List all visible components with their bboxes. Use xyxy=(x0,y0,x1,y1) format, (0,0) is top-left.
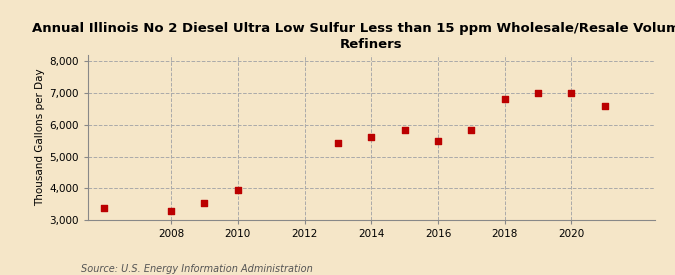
Point xyxy=(232,187,243,192)
Point xyxy=(399,127,410,132)
Point xyxy=(566,90,576,95)
Point xyxy=(199,201,210,205)
Point xyxy=(599,104,610,108)
Point xyxy=(466,128,477,132)
Point xyxy=(99,206,110,210)
Title: Annual Illinois No 2 Diesel Ultra Low Sulfur Less than 15 ppm Wholesale/Resale V: Annual Illinois No 2 Diesel Ultra Low Su… xyxy=(32,22,675,51)
Point xyxy=(533,91,543,96)
Point xyxy=(433,139,443,144)
Point xyxy=(333,141,344,145)
Point xyxy=(166,209,177,213)
Text: Source: U.S. Energy Information Administration: Source: U.S. Energy Information Administ… xyxy=(81,264,313,274)
Point xyxy=(500,97,510,101)
Point xyxy=(366,135,377,139)
Y-axis label: Thousand Gallons per Day: Thousand Gallons per Day xyxy=(35,69,45,206)
